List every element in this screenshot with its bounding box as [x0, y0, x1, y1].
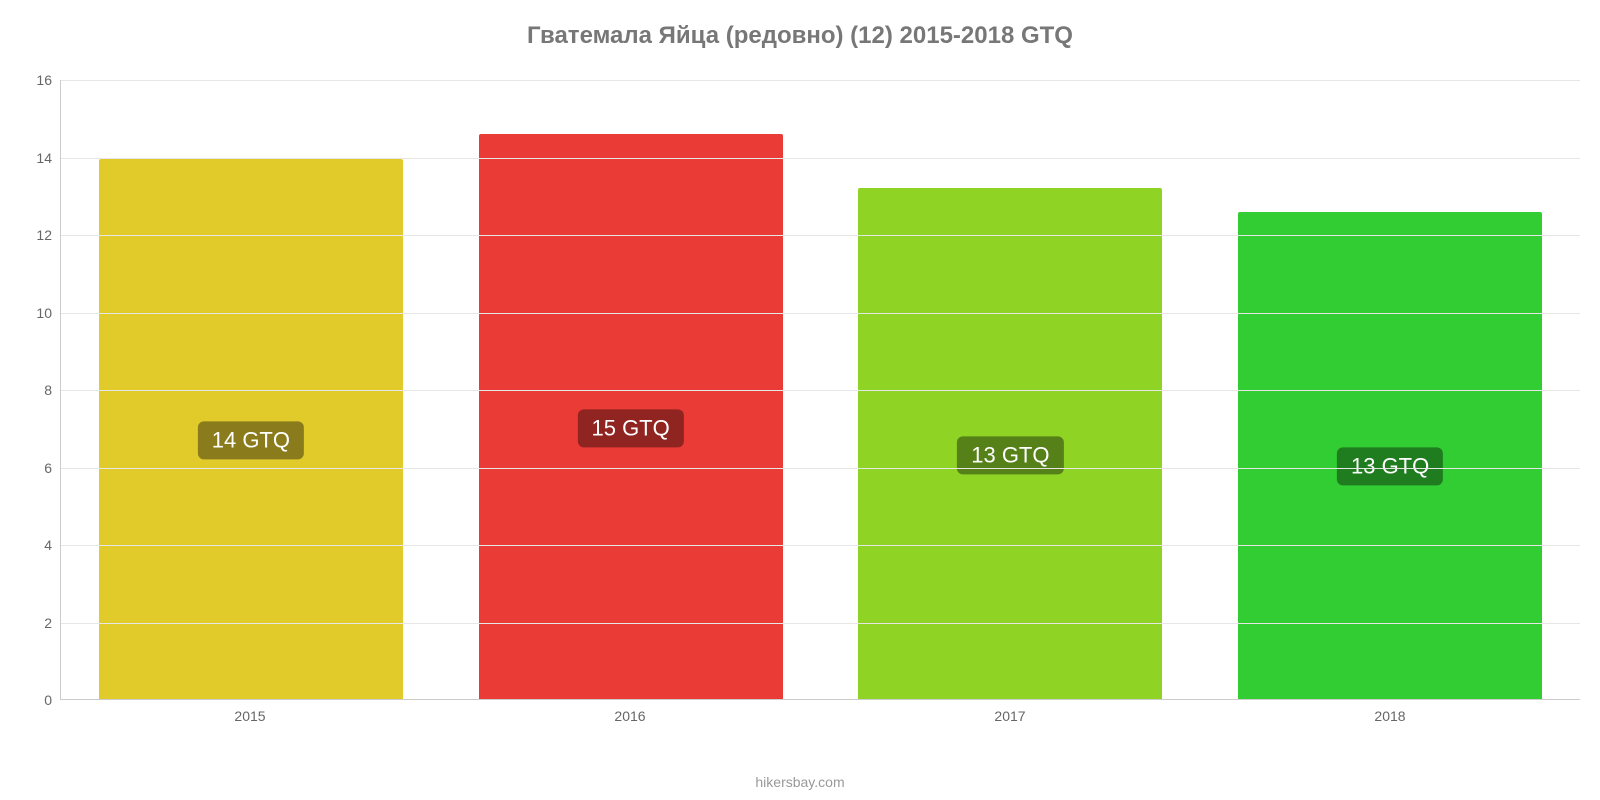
- y-tick-label: 4: [22, 537, 52, 553]
- gridline: [61, 235, 1580, 236]
- bar: 14 GTQ: [99, 159, 403, 699]
- y-tick-label: 2: [22, 615, 52, 631]
- y-tick-label: 16: [22, 72, 52, 88]
- gridline: [61, 468, 1580, 469]
- gridline: [61, 313, 1580, 314]
- bar-value-label: 15 GTQ: [577, 409, 683, 447]
- gridline: [61, 545, 1580, 546]
- gridline: [61, 623, 1580, 624]
- chart-area: 14 GTQ15 GTQ13 GTQ13 GTQ 024681012141620…: [40, 80, 1580, 740]
- attribution-text: hikersbay.com: [0, 774, 1600, 790]
- x-tick-label: 2016: [580, 708, 680, 724]
- gridline: [61, 158, 1580, 159]
- bar: 13 GTQ: [1238, 212, 1542, 699]
- x-tick-label: 2015: [200, 708, 300, 724]
- bar: 15 GTQ: [479, 134, 783, 699]
- bar-value-label: 14 GTQ: [198, 422, 304, 460]
- chart-title: Гватемала Яйца (редовно) (12) 2015-2018 …: [0, 0, 1600, 50]
- x-tick-label: 2018: [1340, 708, 1440, 724]
- gridline: [61, 80, 1580, 81]
- y-tick-label: 8: [22, 382, 52, 398]
- y-tick-label: 0: [22, 692, 52, 708]
- gridline: [61, 390, 1580, 391]
- plot-region: 14 GTQ15 GTQ13 GTQ13 GTQ: [60, 80, 1580, 700]
- x-tick-label: 2017: [960, 708, 1060, 724]
- y-tick-label: 12: [22, 227, 52, 243]
- y-tick-label: 6: [22, 460, 52, 476]
- y-tick-label: 10: [22, 305, 52, 321]
- y-tick-label: 14: [22, 150, 52, 166]
